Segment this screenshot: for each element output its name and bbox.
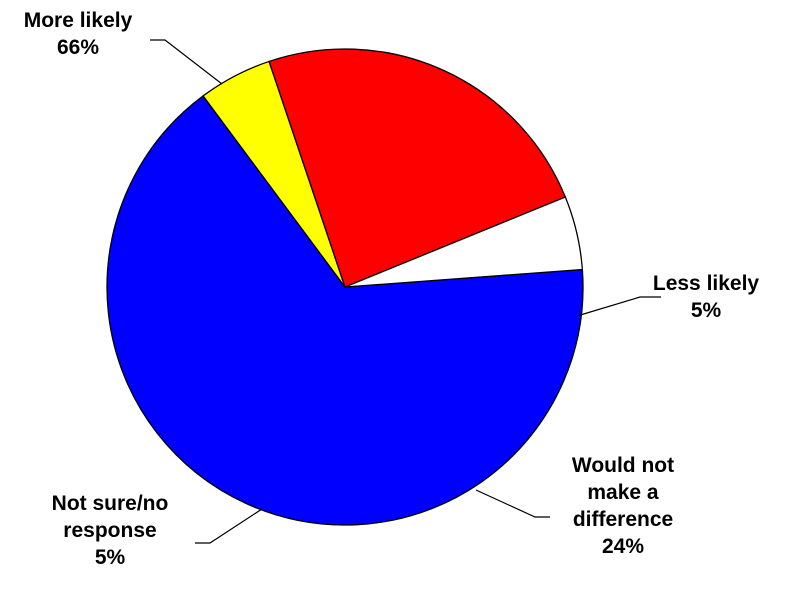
slice-label-text: Less likely (652, 272, 760, 295)
leader-line (195, 508, 263, 544)
slice-label-text: Not sure/no (51, 492, 169, 515)
slice-label-text: response (63, 519, 157, 542)
slice-value-label: 66% (56, 36, 100, 59)
slice-label: Would not make a difference 24% (572, 452, 674, 560)
leader-lines (150, 39, 661, 544)
leader-line (475, 489, 550, 518)
slice-label: Not sure/no response 5% (52, 490, 169, 571)
pie-slice-more-likely (106, 95, 584, 526)
pie-slice-not-sure-no-response (344, 196, 584, 288)
slice-label-text: make a (587, 481, 659, 504)
slice-label: Less likely 5% (653, 270, 759, 324)
slice-label-text: More likely (23, 9, 133, 32)
slice-value-label: 24% (601, 535, 645, 558)
pie-slices (106, 48, 584, 526)
leader-line (576, 296, 661, 317)
slice-value-label: 5% (690, 299, 722, 322)
slice-label-text: difference (572, 508, 674, 531)
pie-slice-would-not-make-a-difference (268, 48, 567, 288)
slice-label: More likely 66% (24, 7, 133, 61)
slice-value-label: 5% (94, 546, 126, 569)
slice-label-text: Would not (571, 454, 675, 477)
leader-line (150, 39, 223, 85)
